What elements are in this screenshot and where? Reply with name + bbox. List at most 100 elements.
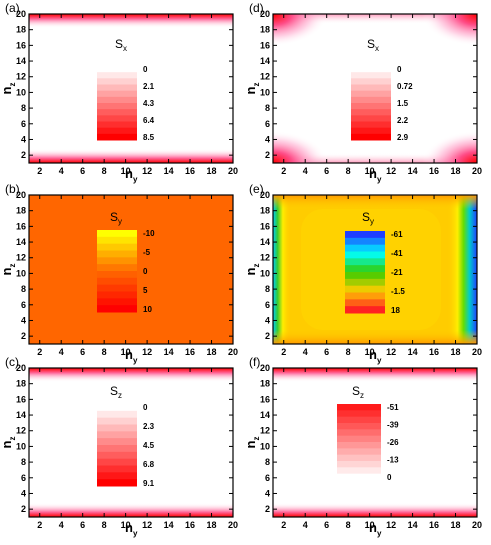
y-tick-label: 2 bbox=[265, 331, 270, 341]
y-axis-label: nz bbox=[0, 264, 17, 276]
colorbar-band bbox=[97, 115, 137, 122]
y-axis-label-group: nz bbox=[0, 437, 17, 449]
y-axis-label-sub: z bbox=[252, 83, 261, 87]
colorbar-tick-label: 0 bbox=[397, 65, 402, 74]
x-tick-label: 10 bbox=[121, 520, 131, 530]
y-tick-label: 16 bbox=[260, 394, 270, 404]
heatmap-corner bbox=[422, 131, 477, 163]
colorbar-band bbox=[97, 66, 137, 73]
colorbar-band bbox=[345, 237, 385, 246]
colorbar-tick-label: 6.4 bbox=[143, 116, 155, 125]
heatmap-edge-top bbox=[273, 14, 477, 24]
y-tick-label: 4 bbox=[21, 134, 26, 144]
colorbar-band bbox=[97, 445, 137, 453]
x-tick-label: 8 bbox=[102, 166, 107, 176]
y-tick-label: 6 bbox=[21, 119, 26, 129]
heatmap-edge-top bbox=[273, 195, 477, 209]
colorbar-band bbox=[97, 121, 137, 129]
colorbar-tick-label: -1.5 bbox=[391, 287, 405, 296]
panel-f: 2 4 6 8 10 12 14 16 18 202468101214161820(f)nynzS… bbox=[243, 355, 482, 538]
x-axis-label: ny bbox=[125, 347, 138, 365]
colorbar-band bbox=[345, 251, 385, 259]
panel-d: 2 4 6 8 10 12 14 16 18 202468101214161820(d)nynzS… bbox=[243, 1, 482, 184]
x-tick-label: 8 bbox=[346, 520, 351, 530]
x-axis-label-sub: y bbox=[133, 175, 138, 184]
y-tick-label: 10 bbox=[16, 87, 26, 97]
y-axis-label: nz bbox=[243, 264, 261, 276]
y-axis-label-sub: z bbox=[8, 264, 17, 268]
y-tick-label: 16 bbox=[16, 394, 26, 404]
colorbar-band bbox=[351, 72, 391, 79]
panel-a: 2 4 6 8 10 12 14 16 18 202468101214161820(a)nynzS… bbox=[0, 1, 238, 184]
colorbar-band bbox=[97, 243, 137, 251]
y-tick-label: 12 bbox=[16, 253, 26, 263]
panel-label: (c) bbox=[5, 355, 19, 369]
x-tick-label: 16 bbox=[429, 166, 439, 176]
colorbar-band bbox=[97, 291, 137, 299]
colorbar bbox=[337, 404, 381, 481]
colorbar-band bbox=[337, 435, 381, 443]
colorbar-tick-label: 4.5 bbox=[143, 441, 155, 450]
y-tick-label: 2 bbox=[265, 504, 270, 514]
y-tick-label: 14 bbox=[16, 410, 26, 420]
x-tick-label: 4 bbox=[303, 347, 308, 357]
x-tick-label: 12 bbox=[386, 347, 396, 357]
y-tick-label: 8 bbox=[21, 457, 26, 467]
colorbar-band bbox=[97, 90, 137, 98]
colorbar-band bbox=[97, 410, 137, 419]
colorbar-band bbox=[97, 230, 137, 238]
x-tick-label: 2 bbox=[281, 520, 286, 530]
colorbar-tick-label: -26 bbox=[387, 438, 399, 447]
colorbar bbox=[351, 66, 391, 141]
colorbar-tick-label: 9.1 bbox=[143, 479, 155, 488]
colorbar-band bbox=[345, 285, 385, 293]
x-tick-label: 20 bbox=[228, 520, 238, 530]
colorbar-band bbox=[351, 133, 391, 141]
colorbar bbox=[97, 404, 137, 487]
colorbar-tick-label: -51 bbox=[387, 403, 399, 412]
y-tick-label: 14 bbox=[260, 410, 270, 420]
x-tick-label: 18 bbox=[451, 347, 461, 357]
y-axis-label-sub: z bbox=[252, 264, 261, 268]
y-tick-label: 8 bbox=[265, 284, 270, 294]
x-tick-label: 6 bbox=[324, 347, 329, 357]
colorbar-tick-label: 0 bbox=[143, 65, 148, 74]
x-tick-label: 18 bbox=[207, 166, 217, 176]
y-axis-label-group: nz bbox=[243, 83, 261, 95]
heatmap-edge-right bbox=[447, 195, 477, 344]
colorbar-band bbox=[351, 109, 391, 116]
colorbar-title-sub: y bbox=[118, 217, 122, 226]
x-axis-label: ny bbox=[369, 166, 382, 184]
colorbar-band bbox=[97, 277, 137, 286]
x-tick-label: 4 bbox=[303, 520, 308, 530]
x-tick-label: 14 bbox=[408, 166, 418, 176]
x-tick-label: 6 bbox=[324, 166, 329, 176]
y-tick-label: 4 bbox=[21, 315, 26, 325]
plot-frame bbox=[28, 367, 234, 518]
x-tick-label: 14 bbox=[164, 347, 174, 357]
colorbar-tick-label: 1.5 bbox=[397, 99, 409, 108]
y-tick-label: 14 bbox=[16, 237, 26, 247]
colorbar-band bbox=[337, 454, 381, 462]
x-tick-label: 12 bbox=[386, 520, 396, 530]
x-tick-label: 20 bbox=[228, 347, 238, 357]
x-tick-label: 6 bbox=[80, 520, 85, 530]
colorbar-tick-label: -10 bbox=[143, 229, 155, 238]
colorbar-band bbox=[97, 438, 137, 446]
y-tick-label: 10 bbox=[260, 87, 270, 97]
y-tick-label: 2 bbox=[21, 331, 26, 341]
heatmap-edge-bottom bbox=[273, 503, 477, 517]
colorbar-tick-label: 8.5 bbox=[143, 133, 155, 142]
colorbar-band bbox=[345, 244, 385, 252]
x-tick-label: 16 bbox=[429, 347, 439, 357]
colorbar-tick-label: 18 bbox=[391, 306, 400, 315]
x-tick-label: 2 bbox=[281, 166, 286, 176]
y-axis-label-group: nz bbox=[243, 437, 261, 449]
x-tick-label: 4 bbox=[59, 166, 64, 176]
x-axis-label: ny bbox=[125, 166, 138, 184]
x-tick-label: 10 bbox=[121, 347, 131, 357]
y-axis-label-group: nz bbox=[0, 264, 17, 276]
colorbar-band bbox=[97, 250, 137, 258]
colorbar-band bbox=[337, 467, 381, 475]
y-axis-label: nz bbox=[0, 83, 17, 95]
